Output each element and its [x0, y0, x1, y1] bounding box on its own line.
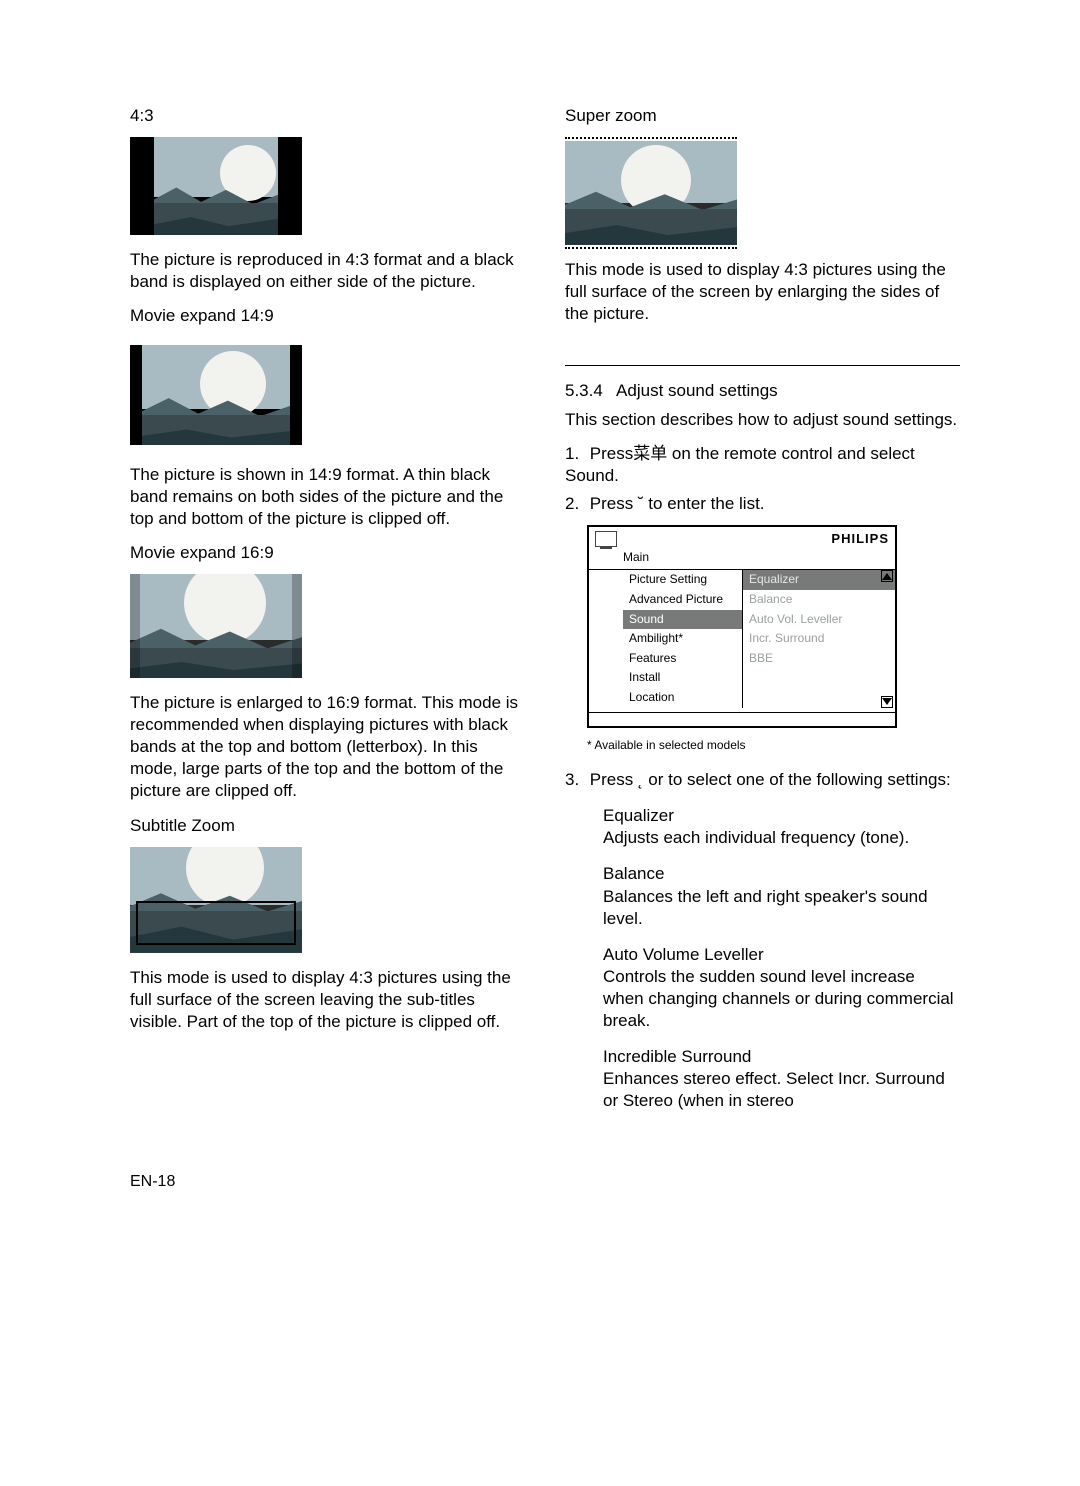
tv-icon: [595, 531, 617, 547]
setting-name: Equalizer: [603, 805, 960, 827]
setting-desc: Enhances stereo effect. Select Incr. Sur…: [603, 1068, 960, 1112]
setting-block: Auto Volume LevellerControls the sudden …: [603, 944, 960, 1032]
step-3-post: to select one of the following settings:: [668, 770, 951, 789]
fmt-sub-thumb: [130, 847, 302, 953]
setting-name: Balance: [603, 863, 960, 885]
fmt-169-title: Movie expand 16:9: [130, 542, 525, 564]
fmt-super-thumb: [565, 141, 737, 245]
osd-title: Main: [589, 548, 895, 571]
step-number: 2.: [565, 493, 585, 515]
fmt-43-thumb: [130, 137, 302, 235]
osd-footnote: * Available in selected models: [587, 738, 960, 754]
osd-menu: PHILIPS Main Picture SettingAdvanced Pic…: [587, 525, 897, 728]
osd-left-list: Picture SettingAdvanced PictureSoundAmbi…: [623, 570, 743, 707]
fmt-super-desc: This mode is used to display 4:3 picture…: [565, 259, 960, 325]
sound-section-intro: This section describes how to adjust sou…: [565, 409, 960, 431]
osd-right-item[interactable]: Incr. Surround: [743, 629, 895, 649]
scroll-down-icon[interactable]: [881, 696, 893, 708]
fmt-sub-title: Subtitle Zoom: [130, 815, 525, 837]
osd-left-item[interactable]: Ambilight*: [623, 629, 742, 649]
step-number: 3.: [565, 769, 585, 791]
osd-left-item[interactable]: Sound: [623, 610, 742, 630]
osd-right-list: EqualizerBalanceAuto Vol. LevellerIncr. …: [743, 570, 895, 668]
osd-right-panel: EqualizerBalanceAuto Vol. LevellerIncr. …: [743, 570, 895, 707]
page-columns: 4:3 The picture is reproduced in 4:3 for…: [130, 105, 960, 1112]
osd-right-item[interactable]: BBE: [743, 649, 895, 669]
step-3: 3. Press ˛ or to select one of the follo…: [565, 769, 960, 791]
setting-block: Incredible SurroundEnhances stereo effec…: [603, 1046, 960, 1112]
step-3-pre: Press ˛ or: [590, 770, 664, 789]
osd-scrollbar[interactable]: [880, 570, 893, 707]
fmt-169-desc: The picture is enlarged to 16:9 format. …: [130, 692, 525, 802]
setting-desc: Adjusts each individual frequency (tone)…: [603, 827, 960, 849]
setting-block: EqualizerAdjusts each individual frequen…: [603, 805, 960, 849]
sound-section-heading: 5.3.4 Adjust sound settings: [565, 380, 960, 402]
osd-right-item[interactable]: Equalizer: [743, 570, 895, 590]
setting-desc: Controls the sudden sound level increase…: [603, 966, 960, 1032]
fmt-169-thumb: [130, 574, 302, 678]
osd-brand: PHILIPS: [831, 531, 889, 548]
fmt-43-desc: The picture is reproduced in 4:3 format …: [130, 249, 525, 293]
fmt-149-desc: The picture is shown in 14:9 format. A t…: [130, 464, 525, 530]
fmt-149-title: Movie expand 14:9: [130, 305, 525, 327]
osd-left-item[interactable]: Picture Setting: [623, 570, 742, 590]
osd-left-item[interactable]: Features: [623, 649, 742, 669]
scroll-up-icon[interactable]: [881, 570, 893, 582]
osd-footer: [589, 712, 895, 726]
osd-body: Picture SettingAdvanced PictureSoundAmbi…: [589, 570, 895, 711]
fmt-43-title: 4:3: [130, 105, 525, 127]
step-number: 1.: [565, 443, 585, 465]
setting-desc: Balances the left and right speaker's so…: [603, 886, 960, 930]
fmt-super-title: Super zoom: [565, 105, 960, 127]
osd-right-item[interactable]: Balance: [743, 590, 895, 610]
step-2: 2. Press ˘ to enter the list.: [565, 493, 960, 515]
osd-right-item[interactable]: Auto Vol. Leveller: [743, 610, 895, 630]
section-divider: [565, 365, 960, 366]
osd-left-item[interactable]: Location: [623, 688, 742, 708]
right-column: Super zoom This mode is used to display …: [565, 105, 960, 1112]
step-1: 1. Press菜单 on the remote control and sel…: [565, 443, 960, 487]
fmt-sub-desc: This mode is used to display 4:3 picture…: [130, 967, 525, 1033]
setting-name: Incredible Surround: [603, 1046, 960, 1068]
step-2-text: Press ˘ to enter the list.: [590, 494, 765, 513]
fmt-149-thumb: [130, 345, 302, 445]
setting-name: Auto Volume Leveller: [603, 944, 960, 966]
step-1-text: Press菜单 on the remote control and select…: [565, 444, 915, 485]
page-number: EN-18: [130, 1172, 960, 1193]
osd-left-item[interactable]: Advanced Picture: [623, 590, 742, 610]
setting-block: BalanceBalances the left and right speak…: [603, 863, 960, 929]
osd-left-item[interactable]: Install: [623, 668, 742, 688]
section-number: 5.3.4: [565, 381, 603, 400]
osd-header: PHILIPS: [589, 527, 895, 548]
left-column: 4:3 The picture is reproduced in 4:3 for…: [130, 105, 525, 1112]
settings-list: EqualizerAdjusts each individual frequen…: [565, 805, 960, 1112]
section-title: Adjust sound settings: [616, 381, 778, 400]
